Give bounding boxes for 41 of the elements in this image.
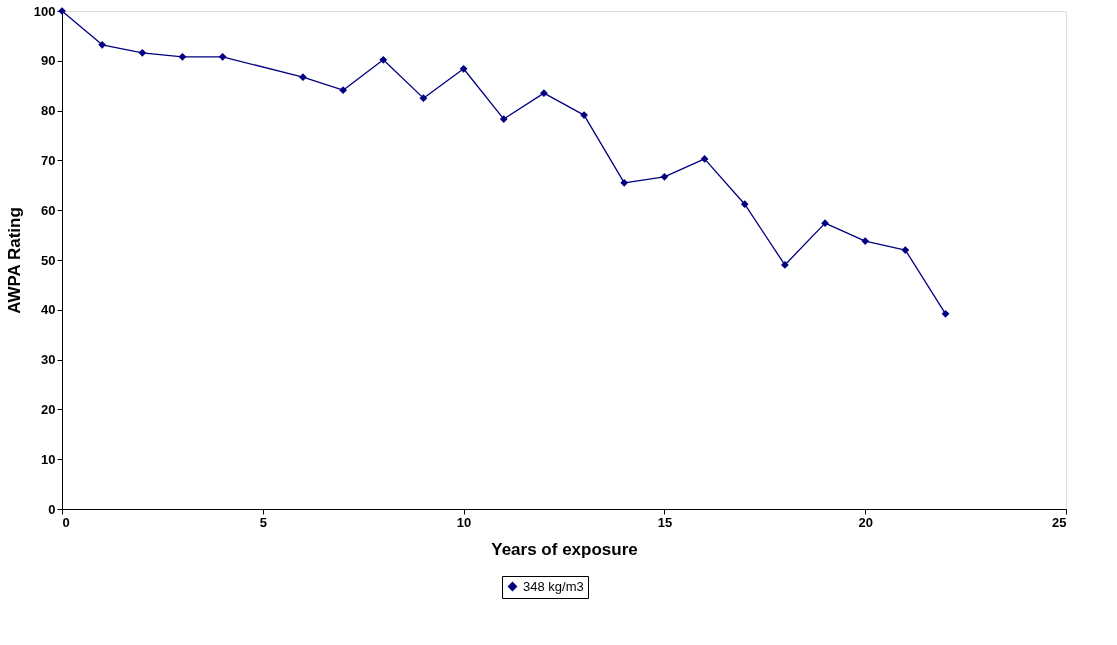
y-tick-label: 100 xyxy=(33,3,56,19)
x-tick-label: 5 xyxy=(259,514,267,530)
point xyxy=(459,64,468,73)
x-tick-label: 10 xyxy=(456,514,472,530)
y-axis-title: AWPA Rating xyxy=(4,207,24,314)
y-tick-label: 20 xyxy=(41,401,56,417)
y-tick-label: 30 xyxy=(41,352,56,368)
point xyxy=(218,52,227,61)
point xyxy=(499,115,508,123)
x-tick-label: 15 xyxy=(657,514,673,530)
x-tick-label: 0 xyxy=(62,514,70,530)
point xyxy=(138,48,147,57)
y-tick-label: 10 xyxy=(41,451,56,467)
y-tick-label: 0 xyxy=(48,501,56,517)
y-tick-label: 50 xyxy=(41,252,56,268)
point xyxy=(379,55,388,64)
point xyxy=(98,40,107,49)
y-tick-label: 60 xyxy=(41,202,56,218)
point xyxy=(901,246,910,254)
point xyxy=(941,309,950,318)
x-tick-label: 25 xyxy=(1052,514,1067,530)
point xyxy=(419,94,428,103)
legend-label: 348 kg/m3 xyxy=(523,578,584,594)
point xyxy=(740,200,749,209)
point xyxy=(580,111,588,119)
point xyxy=(299,73,307,82)
point xyxy=(620,178,629,187)
point xyxy=(861,237,870,245)
point xyxy=(660,172,669,181)
y-tick-label: 40 xyxy=(41,302,56,318)
point xyxy=(781,261,789,269)
x-axis-title: Years of exposure xyxy=(491,539,638,559)
x-tick-label: 20 xyxy=(858,514,873,530)
point xyxy=(339,86,347,95)
point xyxy=(700,155,709,163)
point xyxy=(821,219,829,228)
y-tick-label: 80 xyxy=(41,103,56,119)
y-tick-label: 90 xyxy=(41,53,56,69)
point xyxy=(178,52,187,61)
y-tick-label: 70 xyxy=(41,152,56,168)
point xyxy=(540,89,548,98)
